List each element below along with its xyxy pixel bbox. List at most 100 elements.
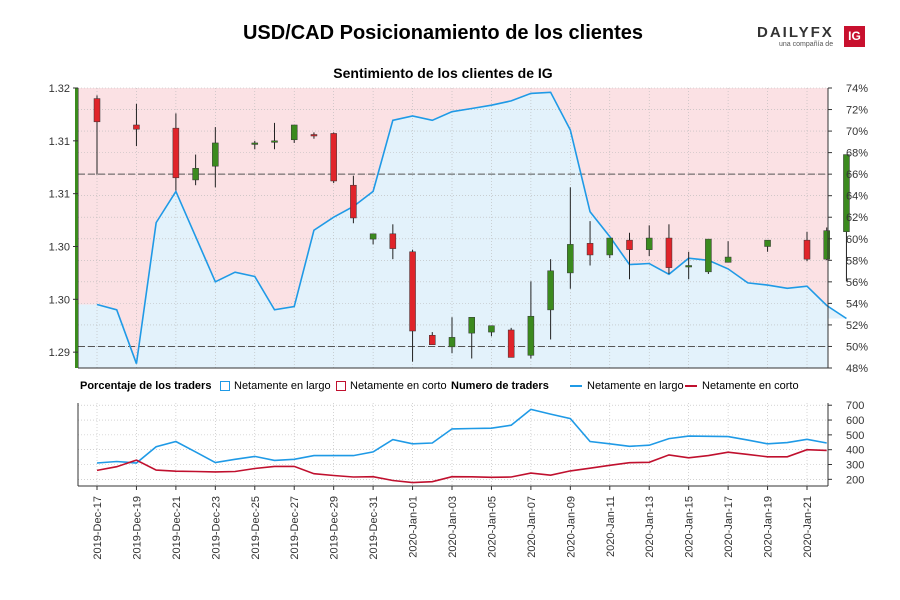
- price-tick-label: 1.30: [49, 241, 70, 253]
- candle-body: [705, 238, 712, 273]
- candle-body: [192, 168, 199, 181]
- date-tick-label: 2020-Jan-21: [802, 496, 814, 558]
- count-tick-label: 500: [846, 430, 864, 442]
- pct-tick-label: 48%: [846, 363, 868, 375]
- candle-body: [251, 142, 259, 145]
- pct-tick-label: 60%: [846, 234, 868, 246]
- candle-body: [843, 154, 850, 232]
- candle-body: [626, 239, 633, 250]
- candle-body: [212, 142, 219, 167]
- date-tick-label: 2020-Jan-09: [565, 496, 577, 558]
- ig-logo-icon: IG: [844, 26, 865, 47]
- pct-tick-label: 56%: [846, 277, 868, 289]
- date-tick-label: 2020-Jan-05: [486, 496, 498, 558]
- date-tick-label: 2019-Dec-27: [289, 496, 301, 560]
- candle-body: [429, 334, 436, 346]
- candle-body: [724, 256, 732, 263]
- count-tick-label: 600: [846, 415, 864, 427]
- candle-body: [685, 265, 692, 268]
- legend-num-title: Numero de traders: [451, 380, 549, 392]
- chart-subtitle: Sentimiento de los clientes de IG: [333, 65, 553, 81]
- date-tick-label: 2019-Dec-23: [210, 496, 222, 560]
- price-tick-label: 1.31: [49, 136, 70, 148]
- axes-layer: 1.29 1.30 1.30 1.31 1.31 1.32 48% 50% 52% 54% 56% 5…: [49, 83, 869, 560]
- candle-body: [468, 317, 475, 334]
- candle-body: [330, 133, 337, 182]
- count-tick-label: 700: [846, 400, 864, 412]
- date-tick-label: 2019-Dec-29: [329, 496, 341, 560]
- legend-pct-short-label: Netamente en corto: [350, 380, 447, 392]
- candle-body: [389, 233, 397, 249]
- date-tick-label: 2020-Jan-11: [605, 496, 617, 557]
- date-tick-label: 2020-Jan-03: [447, 496, 459, 558]
- candle-body: [665, 237, 673, 268]
- count-tick-label: 200: [846, 474, 864, 486]
- candle-body: [350, 184, 357, 219]
- candle-body: [547, 270, 554, 311]
- date-tick-label: 2019-Dec-31: [368, 496, 380, 560]
- date-tick-label: 2019-Dec-19: [131, 496, 143, 560]
- date-tick-label: 2019-Dec-17: [92, 496, 104, 560]
- legend-pct-long-label: Netamente en largo: [234, 380, 331, 392]
- date-tick-label: 2020-Jan-13: [644, 496, 656, 558]
- candle-body: [645, 237, 653, 250]
- legend-long-line: [570, 385, 582, 387]
- pct-tick-label: 50%: [846, 341, 868, 353]
- date-tick-label: 2020-Jan-17: [723, 496, 735, 558]
- legend-pct-title: Porcentaje de los traders: [80, 380, 212, 392]
- candle-body: [823, 230, 830, 260]
- legend-num-short: Netamente en corto: [685, 380, 799, 392]
- candle-body: [172, 127, 180, 179]
- candle-body: [93, 98, 101, 123]
- candle-body: [803, 239, 811, 260]
- date-tick-label: 2019-Dec-25: [250, 496, 262, 560]
- date-tick-label: 2020-Jan-01: [408, 496, 420, 558]
- price-tick-label: 1.30: [49, 294, 70, 306]
- series-layer: [96, 91, 847, 484]
- logo-tagline: una compañía de: [779, 41, 834, 48]
- price-tick-label: 1.29: [49, 347, 70, 359]
- candle-body: [507, 329, 515, 358]
- pct-long-line: [96, 91, 847, 364]
- candle-body: [271, 140, 278, 143]
- pct-tick-label: 52%: [846, 320, 868, 332]
- candle-body: [764, 239, 771, 247]
- candle-body: [488, 325, 495, 333]
- pct-tick-label: 66%: [846, 169, 868, 181]
- price-tick-label: 1.31: [49, 189, 70, 201]
- legend: Porcentaje de los traders Netamente en l…: [80, 380, 840, 396]
- background-layer: [78, 88, 847, 369]
- pct-tick-label: 72%: [846, 105, 868, 117]
- candle-body: [409, 251, 416, 332]
- chart-title: USD/CAD Posicionamiento de los clientes: [242, 22, 644, 44]
- candle-body: [133, 124, 140, 130]
- pct-tick-label: 62%: [846, 212, 868, 224]
- pct-tick-label: 74%: [846, 83, 868, 95]
- pct-tick-label: 54%: [846, 298, 868, 310]
- legend-pct-short: Netamente en corto: [336, 380, 447, 392]
- date-tick-label: 2020-Jan-19: [763, 496, 775, 558]
- price-tick-label: 1.32: [49, 83, 70, 95]
- candle-body: [586, 243, 594, 256]
- date-tick-label: 2020-Jan-07: [526, 496, 538, 558]
- count-short-line: [96, 448, 827, 484]
- candle-body: [606, 237, 614, 256]
- candle-body: [567, 244, 574, 274]
- pct-tick-label: 68%: [846, 148, 868, 160]
- candle-body: [369, 233, 377, 240]
- pct-tick-label: 58%: [846, 255, 868, 267]
- count-long-line: [96, 408, 827, 464]
- count-tick-label: 300: [846, 460, 864, 472]
- candle-body: [290, 124, 298, 141]
- long-area-fill: [78, 92, 847, 369]
- date-tick-label: 2020-Jan-15: [684, 496, 696, 558]
- logo-brand-text: DAILYFX: [757, 24, 834, 41]
- pct-tick-label: 70%: [846, 126, 868, 138]
- candle-body: [527, 315, 535, 356]
- legend-num-short-label: Netamente en corto: [702, 380, 799, 392]
- legend-short-line: [685, 385, 697, 387]
- legend-num-long: Netamente en largo: [570, 380, 684, 392]
- legend-pct-long: Netamente en largo: [220, 380, 331, 392]
- price-axis-bar: [75, 88, 78, 368]
